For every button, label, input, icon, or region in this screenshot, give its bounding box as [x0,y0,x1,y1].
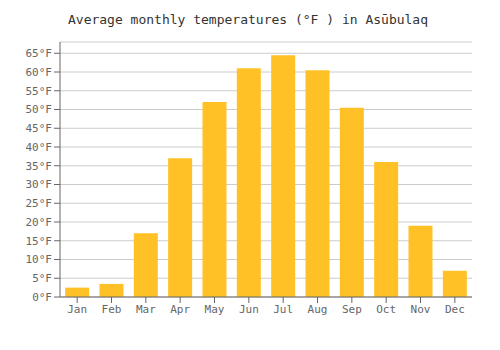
svg-text:5°F: 5°F [32,272,52,285]
html-text:Average monthly temperatures (: Average monthly temperatures (°F ) in As… [68,12,428,27]
svg-text:15°F: 15°F [26,235,53,248]
svg-text:Aug: Aug [308,303,328,316]
svg-text:55°F: 55°F [26,85,53,98]
svg-text:30°F: 30°F [26,178,53,191]
svg-text:May: May [205,303,225,316]
svg-text:Feb: Feb [102,303,122,316]
svg-text:65°F: 65°F [26,47,53,60]
svg-text:Dec: Dec [445,303,465,316]
svg-text:Sep: Sep [342,303,362,316]
svg-text:Jan: Jan [67,303,87,316]
svg-text:50°F: 50°F [26,103,53,116]
svg-text:0°F: 0°F [32,291,52,304]
svg-text:45°F: 45°F [26,122,53,135]
svg-text:Apr: Apr [170,303,190,316]
svg-text:10°F: 10°F [26,253,53,266]
svg-text:25°F: 25°F [26,197,53,210]
svg-text:60°F: 60°F [26,66,53,79]
svg-text:20°F: 20°F [26,216,53,229]
svg-text:Mar: Mar [136,303,156,316]
svg-text:35°F: 35°F [26,160,53,173]
svg-text:Oct: Oct [376,303,396,316]
svg-text:Jul: Jul [273,303,293,316]
svg-text:40°F: 40°F [26,141,53,154]
svg-text:Nov: Nov [411,303,431,316]
svg-text:Jun: Jun [239,303,259,316]
